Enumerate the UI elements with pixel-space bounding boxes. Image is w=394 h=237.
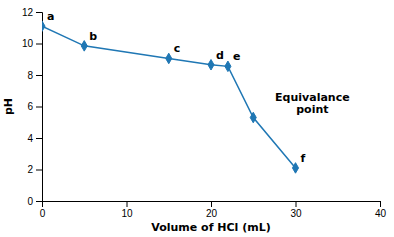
point-label: f (301, 152, 306, 165)
x-tick: 20 (206, 201, 218, 219)
y-tick: 0 (27, 196, 42, 207)
y-tick-label: 4 (27, 133, 33, 144)
labels: a b c de f Equivalancepoint (47, 10, 350, 165)
y-tick-label: 0 (27, 196, 33, 207)
y-tick-label: 10 (22, 38, 34, 49)
x-axis-title: Volume of HCl (mL) (151, 221, 270, 234)
y-tick-mark (36, 138, 42, 139)
y-tick-label: 12 (22, 7, 34, 18)
x-tick-mark (296, 201, 297, 207)
x-axis: 0 10 20 30 40 (40, 201, 387, 219)
x-tick: 0 (40, 201, 46, 219)
x-tick-mark (380, 201, 381, 207)
y-axis-title: pH (2, 98, 15, 115)
y-axis: 0 2 4 6 8 10 12 (22, 7, 43, 207)
marker (292, 163, 298, 174)
point-label: d (216, 49, 224, 62)
x-tick-label: 0 (40, 208, 46, 219)
y-tick: 6 (27, 101, 42, 112)
point-label: e (233, 50, 240, 63)
marker (166, 53, 172, 64)
point-label: c (174, 42, 181, 55)
x-tick-mark (127, 201, 128, 207)
marker (208, 59, 214, 70)
y-tick-mark (36, 44, 42, 45)
marker (225, 61, 231, 72)
y-tick-mark (36, 201, 42, 202)
y-axis-line (36, 13, 43, 202)
marker (42, 21, 45, 32)
x-tick-label: 20 (206, 208, 218, 219)
marker (250, 112, 256, 123)
y-tick: 10 (22, 38, 42, 49)
y-tick-mark (36, 170, 42, 171)
y-tick-label: 6 (27, 101, 33, 112)
x-tick: 40 (375, 201, 387, 219)
y-tick-mark (36, 12, 42, 13)
x-tick-label: 40 (375, 208, 387, 219)
x-tick: 10 (121, 201, 133, 219)
annotation: Equivalancepoint (275, 91, 350, 116)
chart: 0 10 20 30 40 0 2 4 6 8 10 12 Volume of HCl (mL) pH a b… (0, 0, 394, 237)
x-axis-line (43, 202, 381, 208)
y-tick-mark (36, 107, 42, 108)
x-tick-label: 30 (290, 208, 302, 219)
plot-area (42, 21, 299, 173)
y-tick: 8 (27, 70, 42, 81)
y-tick: 12 (22, 7, 42, 18)
y-tick: 4 (27, 133, 42, 144)
y-tick: 2 (27, 164, 42, 175)
y-tick-mark (36, 75, 42, 76)
point-label: b (89, 30, 97, 43)
y-tick-label: 2 (27, 164, 33, 175)
x-tick: 30 (290, 201, 302, 219)
marker (81, 41, 87, 52)
y-tick-label: 8 (27, 70, 33, 81)
line (42, 26, 296, 168)
x-tick-label: 10 (121, 208, 133, 219)
point-label: a (47, 10, 54, 23)
x-tick-mark (211, 201, 212, 207)
